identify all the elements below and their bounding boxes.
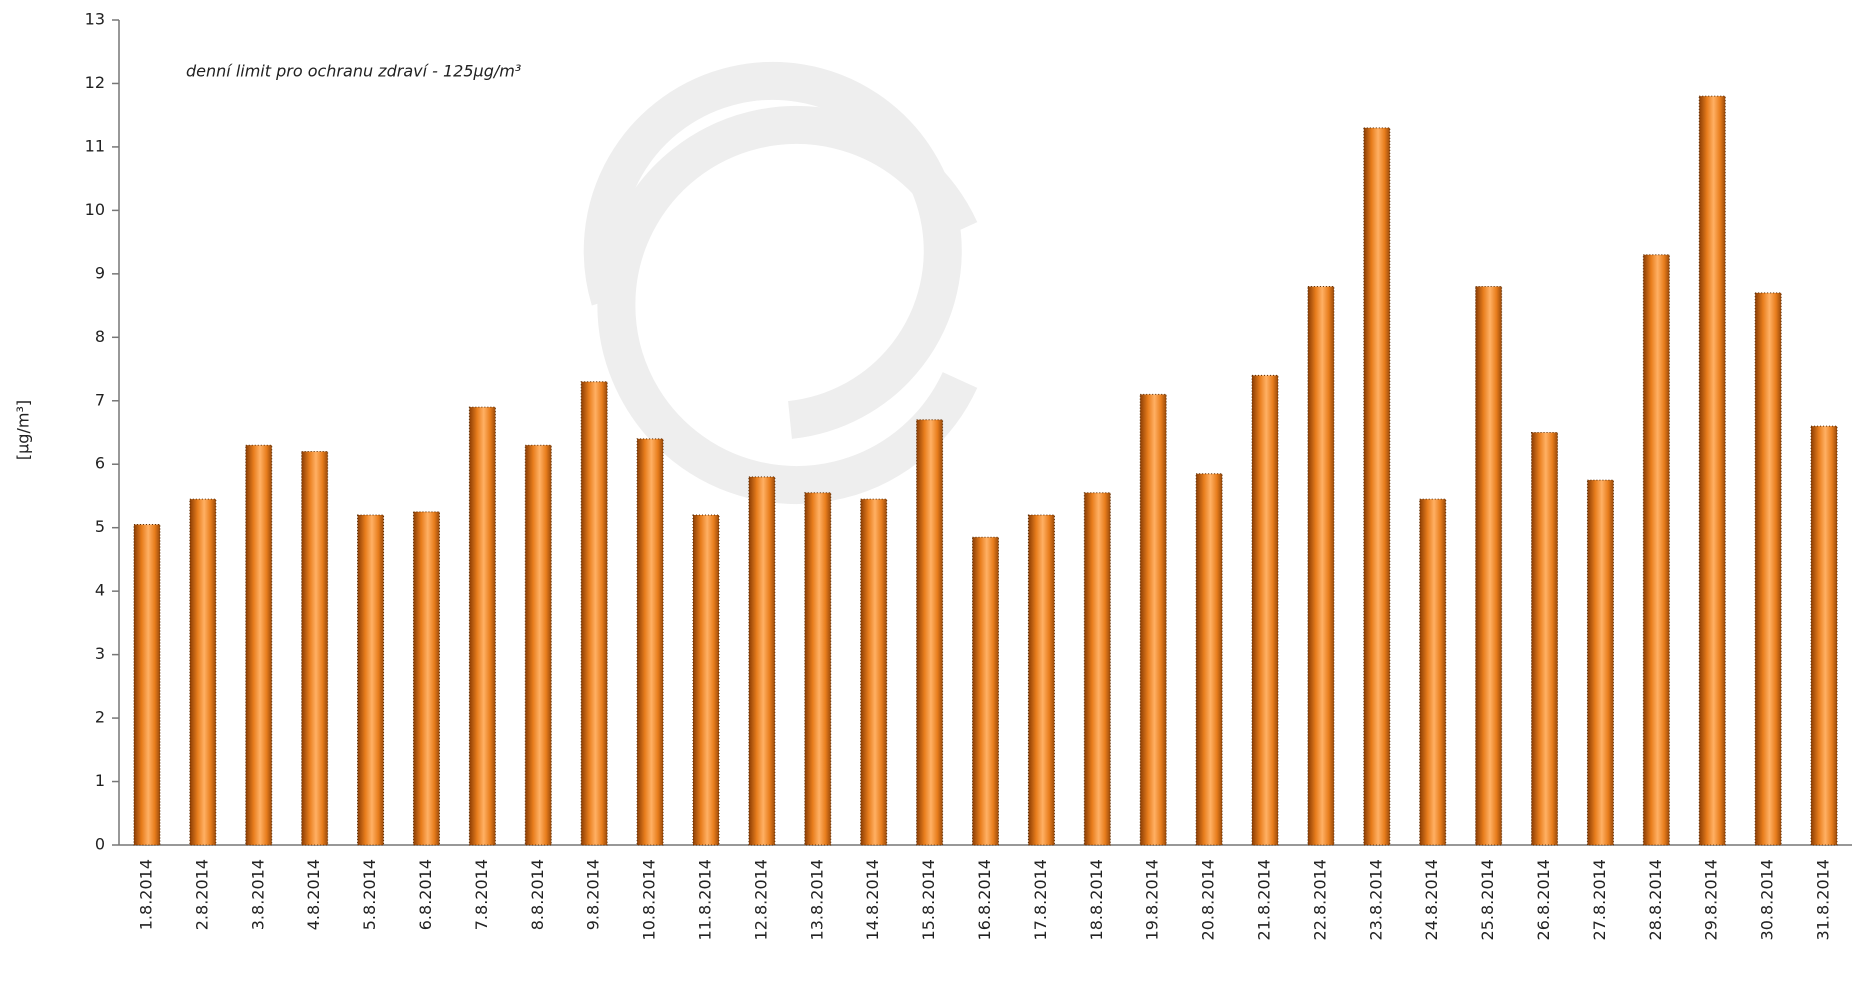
x-tick-label: 5.8.2014 bbox=[360, 859, 379, 930]
y-tick-label: 5 bbox=[95, 517, 105, 536]
bar bbox=[189, 498, 217, 846]
x-tick-label: 3.8.2014 bbox=[248, 859, 267, 930]
x-tick-label: 26.8.2014 bbox=[1534, 859, 1553, 940]
y-tick-label: 13 bbox=[85, 10, 105, 29]
bar bbox=[1586, 479, 1614, 846]
bar bbox=[1083, 492, 1111, 846]
bar bbox=[524, 444, 552, 846]
x-tick-label: 22.8.2014 bbox=[1310, 859, 1329, 940]
bar bbox=[860, 498, 888, 846]
bar bbox=[804, 492, 832, 846]
bar bbox=[1363, 127, 1391, 846]
x-tick-label: 16.8.2014 bbox=[975, 859, 994, 940]
x-tick-label: 18.8.2014 bbox=[1087, 859, 1106, 940]
x-tick-label: 19.8.2014 bbox=[1143, 859, 1162, 940]
x-tick-label: 27.8.2014 bbox=[1590, 859, 1609, 940]
bar bbox=[916, 419, 944, 846]
y-tick-label: 9 bbox=[95, 263, 105, 282]
watermark bbox=[583, 61, 978, 504]
x-tick-label: 11.8.2014 bbox=[695, 859, 714, 940]
bar bbox=[1027, 514, 1055, 846]
y-tick-label: 12 bbox=[85, 73, 105, 92]
y-tick-label: 4 bbox=[95, 581, 105, 600]
bar bbox=[972, 536, 999, 846]
x-tick-label: 15.8.2014 bbox=[919, 859, 938, 940]
y-tick-label: 11 bbox=[85, 136, 105, 155]
x-tick-label: 6.8.2014 bbox=[416, 859, 435, 930]
annotation: denní limit pro ochranu zdraví - 125µg/m… bbox=[186, 62, 521, 81]
y-tick-label: 2 bbox=[95, 708, 105, 727]
x-tick-label: 30.8.2014 bbox=[1758, 859, 1777, 940]
bar bbox=[245, 444, 273, 846]
bar bbox=[357, 514, 385, 846]
bar bbox=[580, 381, 608, 846]
x-tick-label: 28.8.2014 bbox=[1646, 859, 1665, 940]
x-tick-label: 24.8.2014 bbox=[1422, 859, 1441, 940]
x-tick-label: 4.8.2014 bbox=[304, 859, 323, 930]
x-tick-label: 25.8.2014 bbox=[1478, 859, 1497, 940]
x-tick-label: 8.8.2014 bbox=[528, 859, 547, 930]
x-tick-label: 7.8.2014 bbox=[472, 859, 491, 930]
bar bbox=[1251, 374, 1279, 846]
bar bbox=[301, 451, 329, 846]
bar bbox=[1139, 393, 1167, 846]
bar bbox=[1810, 425, 1838, 846]
bar bbox=[1698, 95, 1726, 846]
x-tick-label: 14.8.2014 bbox=[863, 859, 882, 940]
y-tick-label: 7 bbox=[95, 390, 105, 409]
y-tick-label: 1 bbox=[95, 771, 105, 790]
bar bbox=[1195, 473, 1223, 846]
y-tick-label: 0 bbox=[95, 835, 105, 854]
bar bbox=[748, 476, 776, 846]
y-tick-label: 10 bbox=[85, 200, 105, 219]
x-tick-label: 2.8.2014 bbox=[192, 859, 211, 930]
x-tick-label: 13.8.2014 bbox=[807, 859, 826, 940]
x-tick-label: 23.8.2014 bbox=[1366, 859, 1385, 940]
bar bbox=[468, 406, 496, 846]
x-tick-label: 17.8.2014 bbox=[1031, 859, 1050, 940]
bar bbox=[1531, 432, 1559, 846]
x-tick-label: 29.8.2014 bbox=[1702, 859, 1721, 940]
x-tick-label: 12.8.2014 bbox=[751, 859, 770, 940]
bar bbox=[1307, 286, 1335, 846]
bar bbox=[133, 524, 161, 846]
bar bbox=[1475, 286, 1503, 846]
bar bbox=[1754, 292, 1782, 846]
x-tick-label: 31.8.2014 bbox=[1814, 859, 1833, 940]
x-tick-label: 1.8.2014 bbox=[136, 859, 155, 930]
bar bbox=[636, 438, 664, 846]
x-tick-label: 21.8.2014 bbox=[1255, 859, 1274, 940]
y-tick-label: 6 bbox=[95, 454, 105, 473]
x-tick-label: 20.8.2014 bbox=[1199, 859, 1218, 940]
y-tick-label: 3 bbox=[95, 644, 105, 663]
bar bbox=[692, 514, 720, 846]
x-tick-label: 9.8.2014 bbox=[584, 859, 603, 930]
bar bbox=[1642, 254, 1670, 846]
y-tick-label: 8 bbox=[95, 327, 105, 346]
bar bbox=[1419, 498, 1447, 846]
y-axis-label: [µg/m³] bbox=[14, 400, 33, 460]
x-tick-label: 10.8.2014 bbox=[640, 859, 659, 940]
bar bbox=[412, 511, 440, 846]
